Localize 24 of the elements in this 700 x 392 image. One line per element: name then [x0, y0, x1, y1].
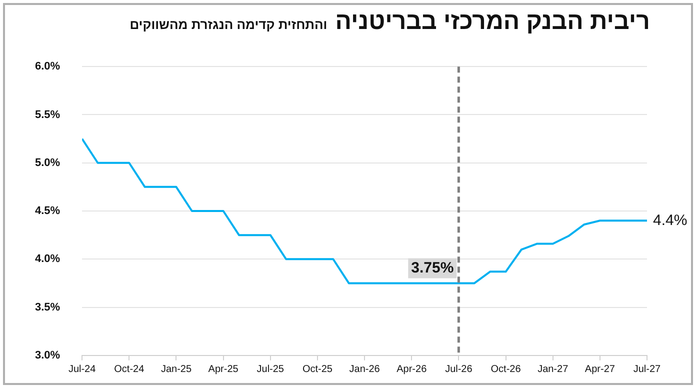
- y-tick-label: 4.0%: [34, 253, 60, 266]
- x-tick-label: Apr-26: [396, 364, 428, 376]
- y-tick-label: 3.0%: [34, 349, 60, 362]
- x-tick-label: Oct-25: [302, 364, 333, 376]
- y-tick-label: 4.5%: [34, 205, 60, 218]
- x-tick-label: Jul-25: [256, 364, 284, 376]
- x-tick-label: Oct-26: [490, 364, 522, 376]
- x-tick-label: Jul-24: [68, 364, 96, 376]
- x-tick-label: Jan-27: [538, 364, 569, 376]
- y-tick-label: 3.5%: [34, 301, 60, 314]
- x-tick-label: Oct-24: [114, 364, 145, 376]
- x-tick-label: Jan-25: [160, 364, 192, 376]
- x-tick-label: Jul-27: [633, 364, 662, 376]
- x-tick-label: Jan-26: [349, 364, 380, 376]
- chart-title: ריבית הבנק המרכזי בבריטניה: [335, 8, 650, 36]
- x-tick-label: Apr-27: [584, 364, 616, 376]
- x-tick-label: Apr-25: [208, 364, 239, 376]
- annotation: 4.4%: [653, 212, 688, 229]
- x-tick-label: Jul-26: [445, 364, 473, 376]
- y-tick-label: 6.0%: [34, 60, 60, 73]
- y-tick-label: 5.5%: [34, 108, 60, 121]
- y-tick-label: 5.0%: [34, 156, 60, 169]
- annotation: 3.75%: [411, 259, 454, 276]
- chart-subtitle: והתחזית קדימה הנגזרת מהשווקים: [130, 17, 328, 32]
